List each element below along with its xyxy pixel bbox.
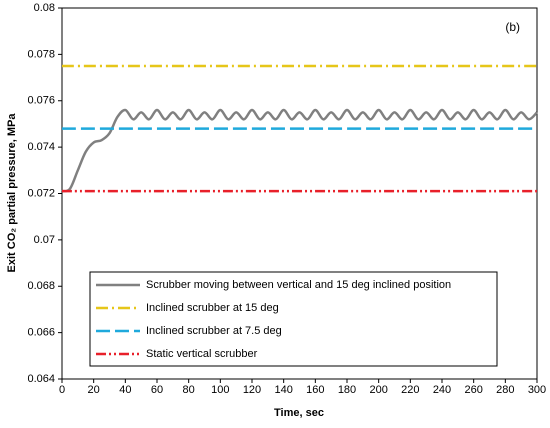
- legend-label: Inclined scrubber at 7.5 deg: [146, 325, 282, 337]
- x-tick-label: 60: [151, 384, 163, 396]
- legend-box: [89, 271, 498, 367]
- y-tick-label: 0.072: [27, 187, 55, 199]
- x-tick-label: 100: [211, 384, 229, 396]
- x-tick-label: 220: [401, 384, 419, 396]
- x-tick-label: 160: [306, 384, 324, 396]
- x-tick-label: 240: [433, 384, 451, 396]
- y-tick-label: 0.07: [34, 234, 55, 246]
- x-tick-label: 20: [88, 384, 100, 396]
- x-tick-label: 40: [119, 384, 131, 396]
- x-tick-label: 180: [338, 384, 356, 396]
- y-tick-label: 0.064: [27, 373, 55, 385]
- x-tick-label: 280: [496, 384, 514, 396]
- legend-label: Inclined scrubber at 15 deg: [146, 302, 279, 314]
- legend-label: Scrubber moving between vertical and 15 …: [146, 279, 451, 291]
- annotation: (b): [505, 20, 520, 34]
- series-line: [61, 108, 538, 193]
- x-tick-label: 120: [243, 384, 261, 396]
- y-tick-label: 0.068: [27, 280, 55, 292]
- x-tick-label: 140: [274, 384, 292, 396]
- legend-label: Static vertical scrubber: [146, 348, 258, 360]
- y-axis-label: Exit CO₂ partial pressure, MPa: [6, 113, 18, 273]
- x-tick-label: 200: [369, 384, 387, 396]
- y-tick-label: 0.066: [27, 327, 55, 339]
- x-tick-label: 0: [59, 384, 65, 396]
- x-tick-label: 80: [183, 384, 195, 396]
- y-tick-label: 0.08: [34, 2, 55, 14]
- x-axis-label: Time, sec: [274, 407, 324, 419]
- y-tick-label: 0.078: [27, 48, 55, 60]
- y-tick-label: 0.074: [27, 141, 55, 153]
- x-tick-label: 300: [528, 384, 546, 396]
- x-tick-label: 260: [464, 384, 482, 396]
- y-tick-label: 0.076: [27, 95, 55, 107]
